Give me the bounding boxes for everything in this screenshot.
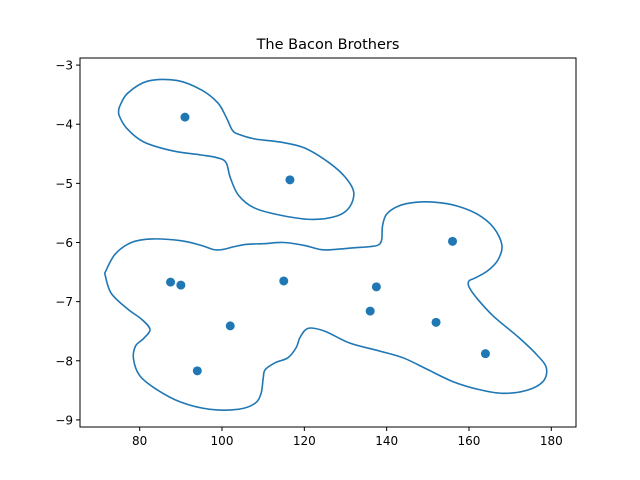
data-point-8 [365, 306, 375, 316]
y-tick-label: −8 [55, 354, 73, 368]
y-axis: −9 −8 −7 −6 −5 −4 −3 [55, 59, 80, 427]
data-point-6 [192, 366, 202, 376]
data-point-7 [279, 276, 289, 286]
contour-line-1 [117, 78, 355, 221]
data-point-10 [431, 317, 441, 327]
x-tick-label: 140 [375, 434, 398, 448]
y-tick-label: −6 [55, 236, 73, 250]
contour-line-2 [103, 201, 548, 411]
contour-group [103, 78, 548, 411]
data-point-1 [180, 112, 190, 122]
x-tick-label: 80 [132, 434, 147, 448]
y-tick-label: −9 [55, 413, 73, 427]
points-group [166, 112, 490, 376]
chart-title: The Bacon Brothers [256, 37, 400, 53]
data-point-4 [176, 280, 186, 290]
y-tick-label: −3 [55, 59, 73, 73]
y-tick-label: −4 [55, 118, 73, 132]
data-point-3 [166, 277, 176, 287]
data-point-2 [285, 175, 295, 185]
y-tick-label: −5 [55, 177, 73, 191]
data-point-5 [225, 321, 235, 331]
x-tick-label: 120 [293, 434, 316, 448]
x-tick-label: 180 [540, 434, 563, 448]
x-tick-label: 160 [458, 434, 481, 448]
x-tick-label: 100 [211, 434, 234, 448]
y-tick-label: −7 [55, 295, 73, 309]
data-point-11 [448, 236, 458, 246]
data-point-9 [371, 282, 381, 292]
x-axis: 80 100 120 140 160 180 [132, 427, 563, 448]
data-point-12 [480, 349, 490, 359]
